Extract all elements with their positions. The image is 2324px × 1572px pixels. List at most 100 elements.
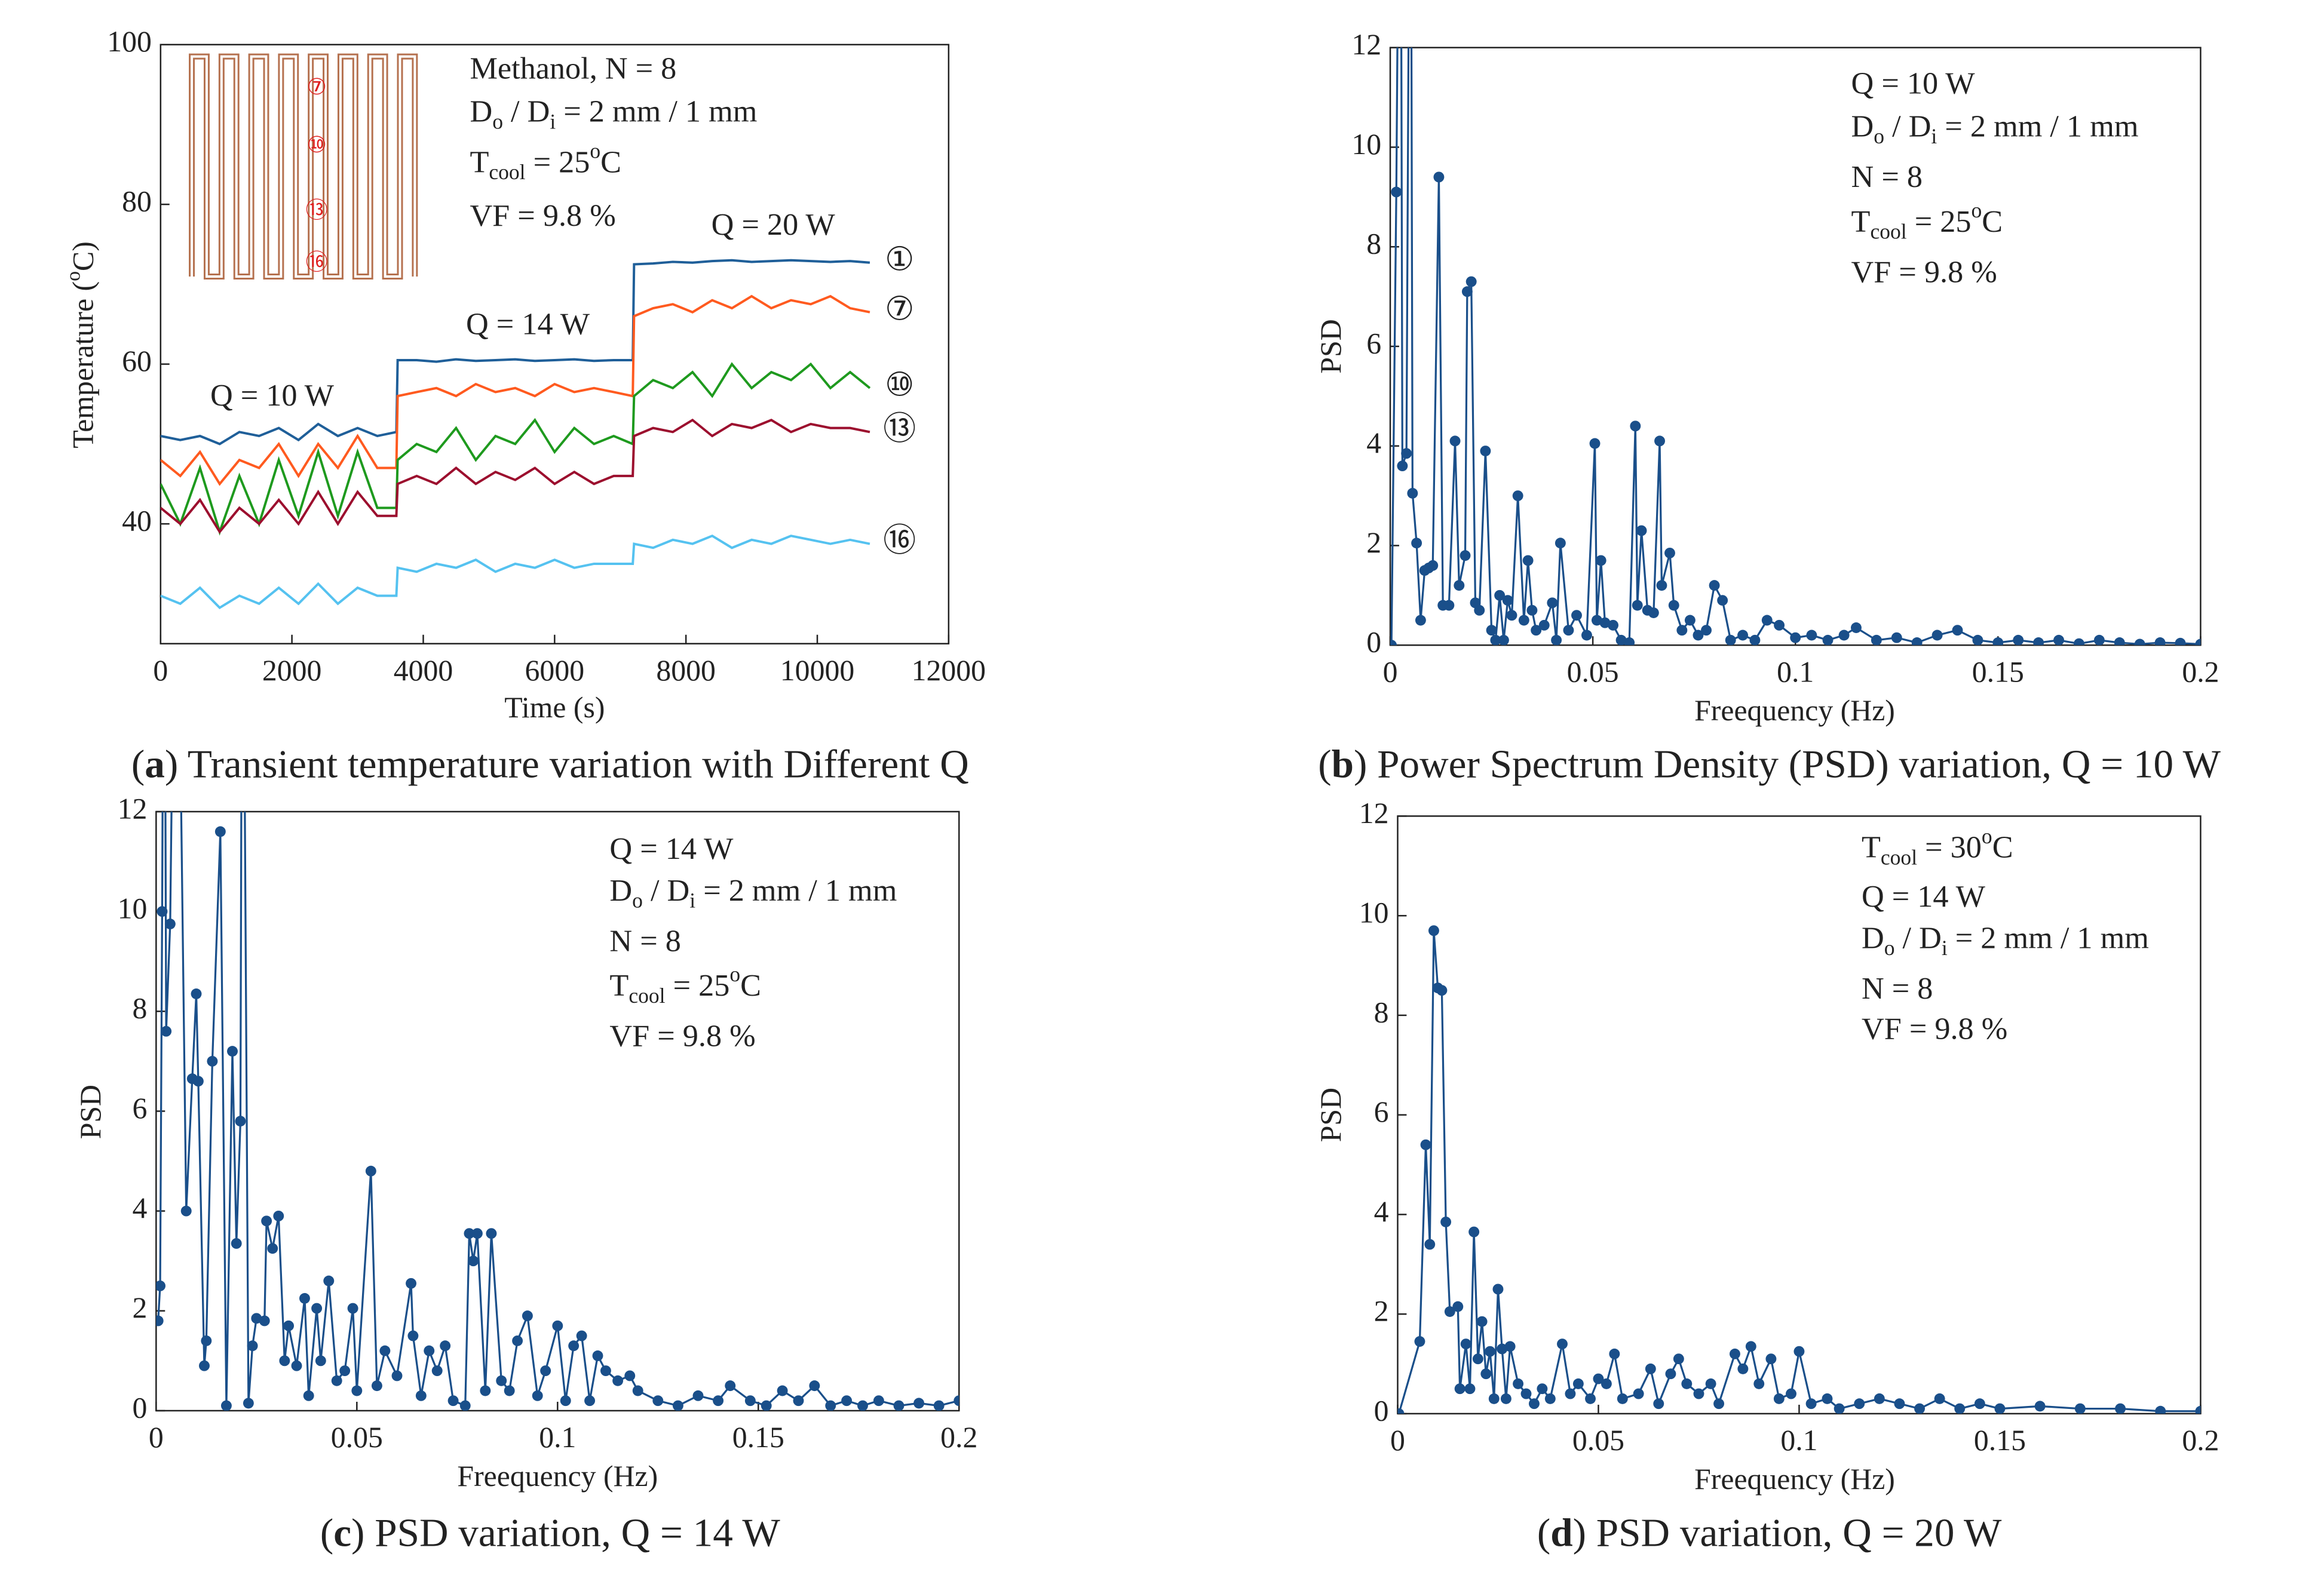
x-tick-label: 0.1 <box>1777 655 1814 688</box>
data-point <box>692 1390 704 1401</box>
text-run: = 25 <box>666 968 730 1003</box>
data-point <box>192 1076 204 1087</box>
data-point <box>1465 276 1477 287</box>
y-axis-label: PSD <box>1314 1088 1347 1142</box>
text-run: C <box>600 145 621 179</box>
x-axis-label: Freequency (Hz) <box>457 1460 658 1493</box>
data-point <box>1480 1368 1492 1380</box>
data-point <box>1601 1378 1612 1389</box>
y-tick-label: 6 <box>1366 327 1381 360</box>
data-point <box>1617 1393 1628 1404</box>
x-tick-label: 0.15 <box>732 1421 784 1454</box>
data-point <box>311 1303 323 1314</box>
data-point <box>1411 538 1422 549</box>
annotation: Q = 20 W <box>712 207 836 242</box>
data-point <box>406 1278 416 1289</box>
y-tick-label: 8 <box>1374 996 1389 1028</box>
data-point <box>1547 597 1558 609</box>
data-point <box>576 1330 587 1341</box>
data-point <box>1538 619 1550 631</box>
data-point <box>1397 460 1408 471</box>
data-point <box>1589 438 1601 449</box>
inset-label: ⑬ <box>305 198 327 223</box>
text-run: o <box>729 962 740 986</box>
data-point <box>1954 1403 1966 1414</box>
data-point <box>1407 487 1418 499</box>
data-point <box>1745 1341 1756 1352</box>
text-run: = 2 mm / 1 mm <box>556 94 757 129</box>
data-point <box>1390 640 1397 646</box>
data-point <box>1664 547 1675 558</box>
data-point <box>1557 1338 1568 1350</box>
data-point <box>261 1215 272 1227</box>
data-point <box>1615 634 1627 646</box>
tube <box>189 53 418 280</box>
data-point <box>157 906 168 917</box>
y-tick-label: 0 <box>133 1391 148 1424</box>
plot-frame <box>1397 815 2202 1415</box>
info-text: N = 8 <box>609 923 680 958</box>
text-run: i <box>550 110 556 134</box>
data-point <box>612 1375 624 1386</box>
data-point <box>552 1320 563 1331</box>
x-tick-label: 6000 <box>525 654 585 687</box>
data-point <box>568 1340 580 1352</box>
data-point <box>1497 1343 1508 1355</box>
data-point <box>2155 1405 2166 1414</box>
data-point <box>1749 634 1761 646</box>
text-run: cool <box>1881 845 1917 869</box>
data-point <box>415 1390 427 1401</box>
tube-inner <box>191 55 416 278</box>
info-text: N = 8 <box>1851 159 1923 194</box>
data-point <box>1506 610 1517 621</box>
text-run: cool <box>489 160 525 184</box>
data-point <box>1472 1353 1483 1365</box>
data-point <box>504 1385 515 1396</box>
data-point <box>857 1400 868 1411</box>
data-point <box>2154 637 2166 646</box>
data-point <box>1513 1378 1524 1389</box>
data-point <box>1838 630 1850 641</box>
data-point <box>431 1365 443 1377</box>
x-tick-label: 0 <box>1383 655 1398 688</box>
data-point <box>933 1400 945 1411</box>
text-run: ) Power Spectrum Density (PSD) variation… <box>1354 742 2221 787</box>
data-point <box>913 1398 925 1409</box>
x-tick-label: 12000 <box>912 654 986 687</box>
data-point <box>1684 615 1696 626</box>
text-run: D <box>609 873 632 908</box>
data-point <box>1834 1403 1845 1414</box>
x-tick-label: 0 <box>153 654 168 687</box>
series-label: ① <box>885 241 914 277</box>
y-tick-label: 4 <box>1366 426 1381 459</box>
data-point <box>1737 630 1749 641</box>
y-axis-label: Temperature (oC) <box>62 241 100 448</box>
text-run: T <box>609 968 628 1003</box>
data-point <box>251 1313 262 1324</box>
data-point <box>744 1395 756 1407</box>
data-point <box>1952 625 1963 636</box>
y-tick-label: 60 <box>122 345 152 377</box>
x-tick-label: 0 <box>149 1421 164 1454</box>
y-tick-label: 4 <box>133 1192 148 1224</box>
inset-label: ⑩ <box>306 133 326 158</box>
series-line <box>160 534 870 610</box>
data-point <box>2195 638 2201 646</box>
data-point <box>1931 630 1943 641</box>
y-tick-label: 10 <box>118 892 148 925</box>
data-point <box>259 1315 270 1327</box>
data-point <box>1822 1393 1833 1404</box>
y-tick-label: 12 <box>1359 797 1389 830</box>
data-point <box>303 1390 314 1401</box>
data-point <box>1433 171 1445 183</box>
info-text: Do / Di = 2 mm / 1 mm <box>1862 920 2149 960</box>
caption: (b) Power Spectrum Density (PSD) variati… <box>1318 742 2221 787</box>
text-run: cool <box>628 984 665 1008</box>
data-point <box>214 826 226 837</box>
data-point <box>1609 1348 1620 1359</box>
data-point <box>1454 580 1465 591</box>
text-run: T <box>1851 204 1871 239</box>
data-point <box>1490 634 1501 646</box>
data-point <box>522 1310 533 1322</box>
data-point <box>1992 637 2004 646</box>
